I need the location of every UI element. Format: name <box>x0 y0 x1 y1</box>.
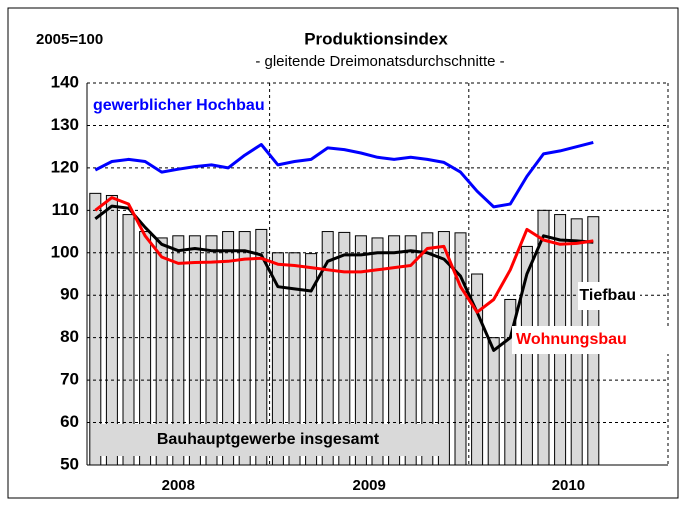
y-tick-label: 140 <box>51 72 79 91</box>
chart-subtitle: - gleitende Dreimonatsdurchschnitte - <box>255 53 504 70</box>
y-tick-label: 110 <box>52 200 79 219</box>
y-tick-label: 90 <box>60 285 79 304</box>
x-group-label: 2009 <box>353 477 386 494</box>
series-label: Tiefbau <box>579 287 636 304</box>
y-tick-label: 70 <box>60 370 79 389</box>
bar <box>454 232 467 466</box>
bar <box>437 231 450 466</box>
y-tick-label: 60 <box>60 412 79 431</box>
label-box <box>96 424 440 456</box>
series-label: gewerblicher Hochbau <box>93 97 265 114</box>
bar <box>487 337 500 466</box>
x-group-label: 2008 <box>162 477 195 494</box>
note: 2005=100 <box>36 31 103 48</box>
series-label: Bauhauptgewerbe insgesamt <box>157 431 380 448</box>
y-tick-label: 100 <box>51 242 79 261</box>
y-tick-label: 130 <box>51 115 79 134</box>
chart-title: Produktionsindex <box>304 29 448 48</box>
y-tick-label: 120 <box>51 157 79 176</box>
label-box <box>512 326 672 354</box>
label-box <box>578 282 640 310</box>
line <box>94 140 594 209</box>
y-tick-label: 80 <box>60 327 79 346</box>
line <box>94 204 594 352</box>
series-label: Wohnungsbau <box>516 331 627 348</box>
line <box>94 196 594 314</box>
y-tick-label: 50 <box>60 454 79 473</box>
x-group-label: 2010 <box>552 477 585 494</box>
